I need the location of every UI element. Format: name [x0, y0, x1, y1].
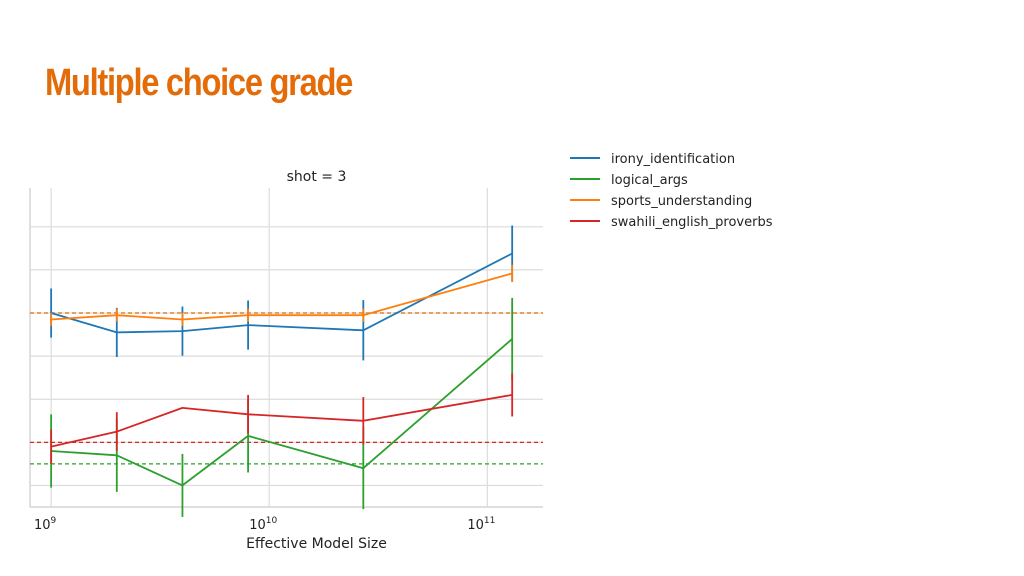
x-tick-label-2: 1011 — [467, 516, 495, 533]
series-line-swahili_english_proverbs — [51, 395, 512, 447]
chart-title: shot = 3 — [287, 169, 347, 185]
legend-label-sports_understanding: sports_understanding — [611, 194, 752, 209]
legend-label-swahili_english_proverbs: swahili_english_proverbs — [611, 215, 773, 230]
x-axis-label: Effective Model Size — [246, 536, 387, 552]
x-tick-label-1: 1010 — [249, 516, 277, 533]
x-tick-label-0: 109 — [34, 516, 57, 533]
legend-label-logical_args: logical_args — [611, 173, 688, 188]
legend-label-irony_identification: irony_identification — [611, 152, 735, 167]
chart: 109 1010 1011 shot = 3 Effective Model Size i… — [0, 0, 1024, 576]
